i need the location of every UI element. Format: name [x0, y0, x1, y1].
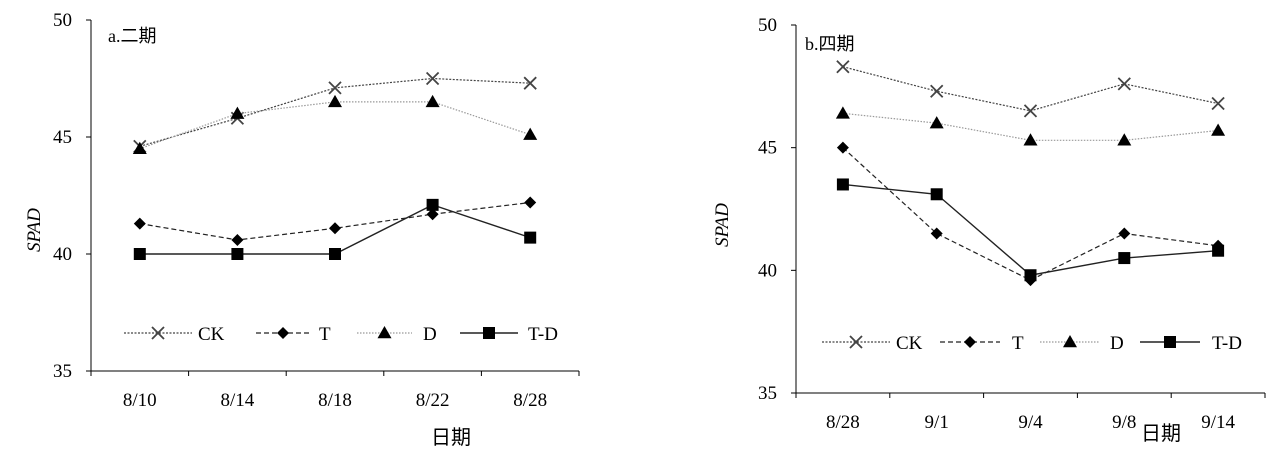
- panel-a-label: a.二期: [108, 26, 157, 46]
- panel-b-legend-t-marker: [964, 336, 976, 348]
- panel-b-series-t-d-line: [842, 183, 1219, 276]
- panel-b-series-d-point: [1117, 133, 1132, 146]
- panel-a-x-tick-label: 8/18: [318, 390, 352, 411]
- panel-a-series-d-point: [523, 127, 538, 140]
- panel-a-series-d-point: [328, 94, 342, 108]
- panel-a-series-t-d-point: [524, 231, 537, 244]
- panel-b-y-axis-title: SPAD: [712, 203, 733, 247]
- panel-b-legend-ck-marker: [849, 335, 863, 349]
- panel-b-legend-t-d-label: T-D: [1212, 333, 1242, 354]
- panel-b-y-tick-label: 40: [758, 260, 777, 281]
- panel-a-x-tick-label: 8/14: [221, 390, 255, 411]
- panel-b-legend-ck-label: CK: [896, 333, 923, 354]
- panel-a-y-tick-label: 45: [53, 127, 72, 148]
- panel-b-series-t-point: [1118, 227, 1131, 240]
- panel-b-series-t-d-point: [836, 178, 849, 191]
- panel-a-series-t-point: [524, 196, 537, 209]
- panel-b-series-t-d-point: [930, 188, 943, 201]
- panel-a-series-t-point: [231, 233, 244, 246]
- panel-a-y-tick-label: 40: [53, 244, 72, 265]
- panel-a-series-d-point: [425, 94, 440, 108]
- panel-b-y-tick-label: 35: [758, 383, 777, 404]
- panel-a-series-ck-point: [425, 71, 440, 86]
- panel-b-series-ck-point: [1211, 96, 1225, 111]
- panel-b-series-ck-point: [1117, 77, 1131, 91]
- panel-b-x-tick-label: 9/14: [1201, 412, 1235, 433]
- panel-a-legend-d-label: D: [423, 324, 437, 345]
- panel-a-series-ck-point: [523, 76, 537, 90]
- panel-b-x-tick-label: 9/1: [925, 412, 949, 433]
- panel-a-x-axis-title: 日期: [431, 427, 471, 449]
- panel-a-series-t-d-point: [231, 248, 244, 260]
- panel-a-series-ck-point: [328, 81, 342, 95]
- panel-b-legend-d-label: D: [1110, 333, 1124, 354]
- panel-a-y-tick-label: 35: [53, 361, 72, 382]
- panel-b-series-d-point: [835, 106, 850, 119]
- panel-a-legend-ck-marker: [151, 326, 165, 340]
- panel-a-series-d-point: [230, 106, 245, 119]
- panel-b-series-ck-point: [1023, 104, 1038, 118]
- panel-a-x-tick-label: 8/22: [416, 390, 450, 411]
- panel-b-x-tick-label: 8/28: [826, 412, 860, 433]
- panel-a-series-t-point: [426, 208, 439, 221]
- panel-b-series-t-point: [836, 141, 849, 154]
- panel-b-series-t-d-point: [1118, 252, 1131, 265]
- panel-b-legend-t-d-marker: [1164, 336, 1176, 348]
- panel-a-series-d-line: [139, 101, 531, 150]
- panel-b-series-t-d-point: [1024, 269, 1037, 282]
- panel-b-series-ck-point: [930, 84, 944, 98]
- panel-a-legend-t-label: T: [319, 324, 331, 345]
- panel-a-series-t-point: [133, 217, 146, 230]
- panel-a-y-axis-title: SPAD: [24, 208, 45, 252]
- panel-a-series-t-line: [139, 201, 531, 241]
- panel-b-legend-d-marker: [1063, 335, 1077, 348]
- panel-a: a.二期 SPAD 日期 35 40 45 50 8/10 8/14 8/18 8/22 8/2…: [24, 10, 580, 449]
- panel-b-y-tick-label: 50: [758, 15, 777, 36]
- panel-a-series-t-d-point: [426, 198, 439, 211]
- panel-a-y-tick-label: 50: [53, 10, 72, 31]
- panel-b-series-ck-point: [836, 60, 850, 74]
- panel-b-series-ck-line: [842, 66, 1219, 112]
- panel-b-series-t-d-point: [1212, 244, 1225, 257]
- panel-a-x-tick-label: 8/28: [513, 390, 547, 411]
- panel-b: b.四期 SPAD 日期 35 40 45 50 8/28 9/1 9/4 9/8 9/14 CK…: [712, 15, 1266, 445]
- panel-b-series-t-point: [930, 227, 943, 240]
- panel-b-series-t-line: [842, 147, 1219, 281]
- panel-a-series-t-d-point: [329, 248, 341, 260]
- panel-a-legend-t-d-label: T-D: [528, 324, 558, 345]
- panel-a-series-d-point: [132, 141, 147, 154]
- panel-a-series-t-d-point: [133, 248, 146, 260]
- panel-b-y-tick-label: 45: [758, 138, 777, 159]
- panel-b-x-tick-label: 9/8: [1112, 412, 1136, 433]
- panel-b-legend-t-label: T: [1012, 333, 1024, 354]
- panel-a-legend-ck-label: CK: [198, 324, 225, 345]
- panel-b-series-d-point: [1211, 123, 1226, 136]
- panel-a-legend-d-marker: [377, 326, 392, 339]
- panel-b-series-d-point: [929, 116, 944, 129]
- panel-b-x-tick-label: 9/4: [1018, 412, 1043, 433]
- panel-a-legend-t-d-marker: [483, 327, 495, 339]
- panel-a-x-tick-label: 8/10: [123, 390, 157, 411]
- panel-a-series-t-point: [329, 222, 341, 235]
- panel-b-x-axis-title: 日期: [1141, 423, 1181, 445]
- panel-a-legend-t-marker: [277, 327, 289, 339]
- panel-b-series-d-point: [1023, 133, 1038, 146]
- panel-b-label: b.四期: [805, 34, 855, 54]
